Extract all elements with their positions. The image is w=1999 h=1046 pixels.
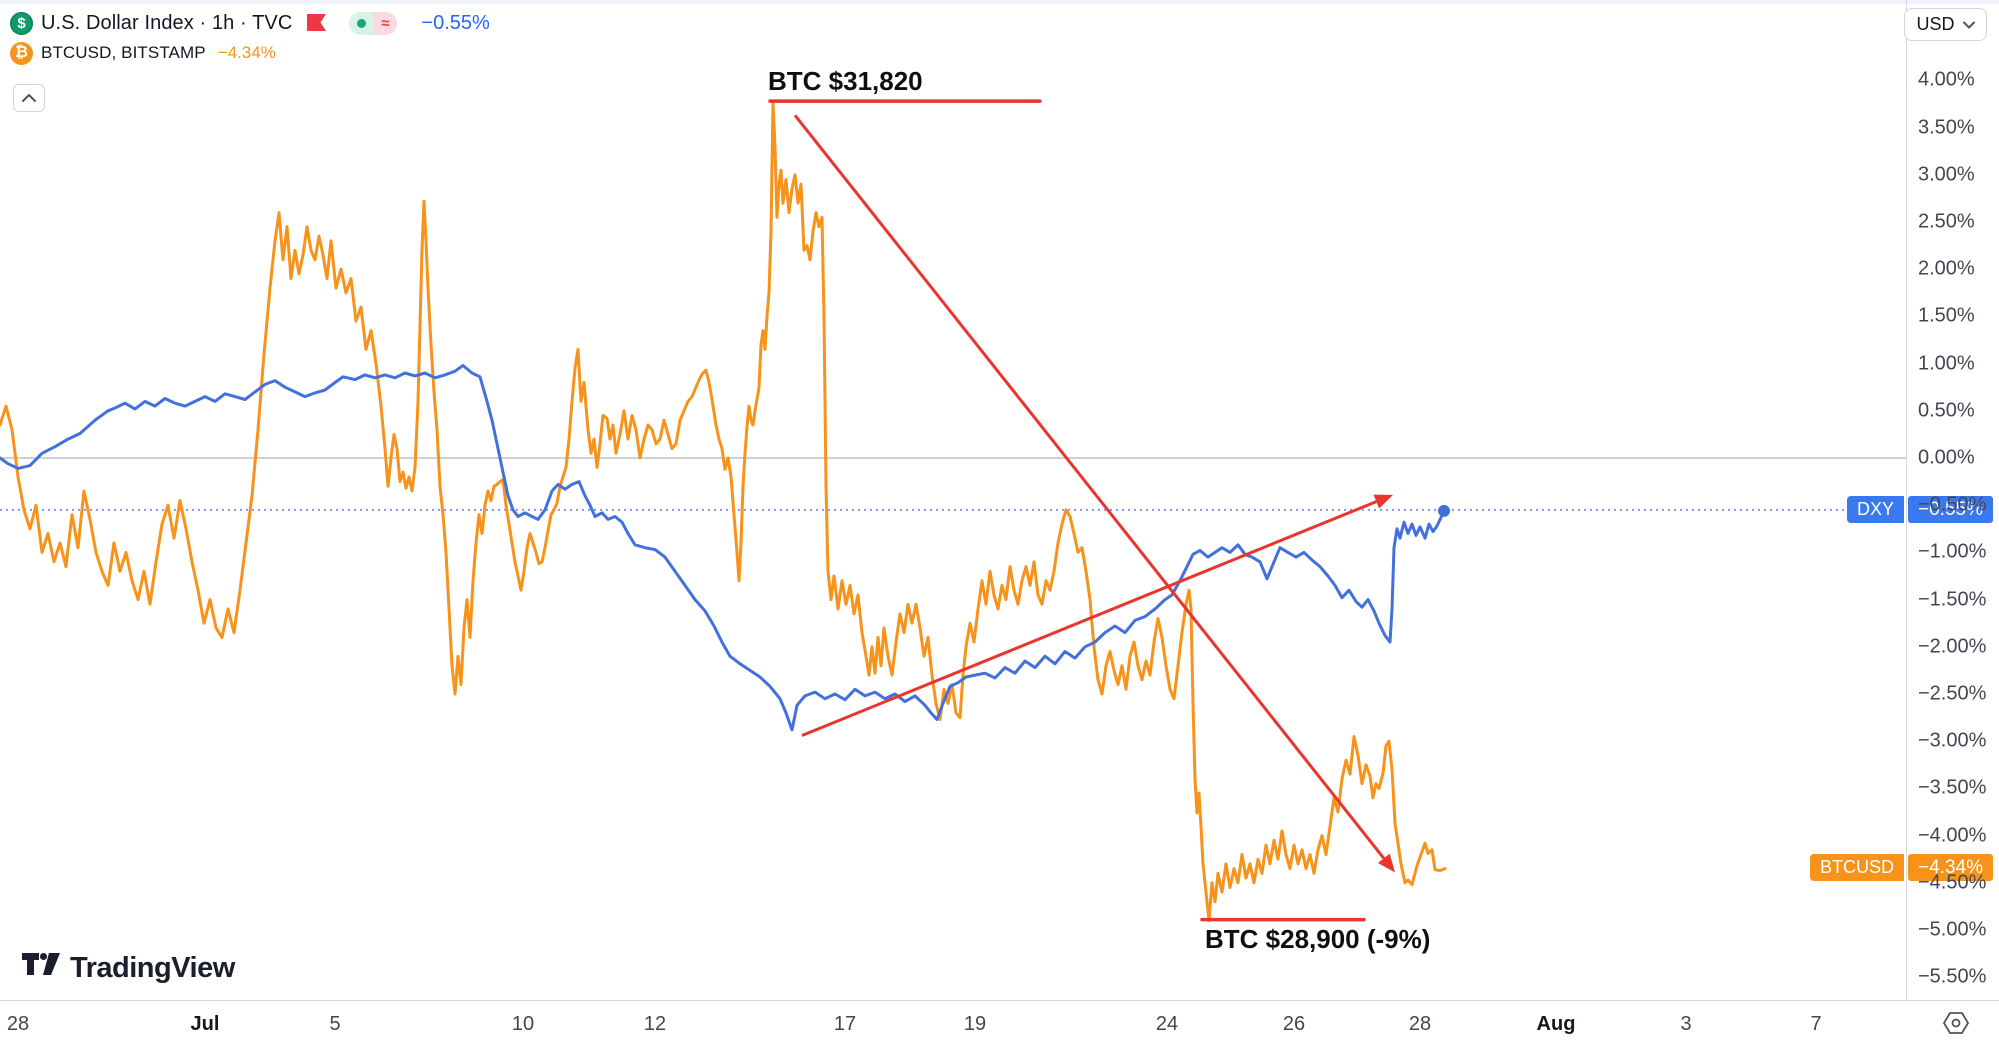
y-axis-label: −4.00%	[1918, 824, 1987, 847]
btcusd-badge-label: BTCUSD	[1809, 854, 1904, 882]
symbol-title[interactable]: U.S. Dollar Index · 1h · TVC	[41, 11, 293, 34]
y-axis-label: 4.00%	[1918, 68, 1975, 91]
annotation-text-1: BTC $28,900 (-9%)	[1205, 924, 1431, 954]
y-axis-label: 0.00%	[1918, 446, 1975, 469]
x-axis-label: 26	[1282, 1013, 1306, 1035]
x-axis-label: 28	[1408, 1013, 1432, 1035]
y-axis-label: −0.50%	[1918, 493, 1987, 516]
y-axis-label: −2.00%	[1918, 635, 1987, 658]
dxy-badge-label: DXY	[1846, 496, 1904, 524]
scale-settings-icon[interactable]	[1942, 1009, 1970, 1037]
x-axis-label: 19	[963, 1013, 987, 1035]
x-axis-label: 5	[329, 1013, 341, 1035]
annotation-arrowhead-0	[1377, 853, 1395, 873]
tradingview-wordmark: TradingView	[70, 952, 235, 984]
btc-change-percent: −4.34%	[217, 43, 276, 62]
btcusd-badge-value: −4.34%	[1908, 854, 1993, 882]
x-axis-label: Jul	[190, 1013, 220, 1035]
approx-price-icon: ≈	[373, 11, 398, 35]
collapse-legend-button[interactable]	[13, 84, 45, 112]
x-axis-label: 10	[511, 1013, 535, 1035]
y-axis-label: −5.00%	[1918, 918, 1987, 941]
time-axis[interactable]: 28 Jul 5 10 12 17 19 24 26 28 Aug 3 7	[0, 1000, 1999, 1046]
y-axis-label: 2.50%	[1918, 210, 1975, 233]
y-axis-label: −4.50%	[1918, 871, 1987, 894]
y-axis-label: −3.50%	[1918, 776, 1987, 799]
y-axis-label: −3.00%	[1918, 729, 1987, 752]
y-axis-label: 3.50%	[1918, 116, 1975, 139]
x-axis-label: 3	[1680, 1013, 1692, 1035]
tradingview-mark-icon	[22, 952, 60, 975]
y-axis-label: −2.50%	[1918, 682, 1987, 705]
chevron-up-icon	[22, 94, 36, 102]
market-status-pill[interactable]: ≈	[349, 11, 398, 35]
x-axis-label: 17	[833, 1013, 857, 1035]
dollar-index-symbol-icon: $	[10, 11, 33, 35]
x-axis-label: 28	[6, 1013, 30, 1035]
price-axis-border	[1906, 0, 1907, 1046]
dxy-last-value-dot	[1438, 504, 1450, 517]
market-open-dot-icon	[349, 11, 374, 35]
top-edge-strip	[0, 0, 1999, 4]
legend-row-btcusd[interactable]: ₿ BTCUSD, BITSTAMP −4.34%	[10, 38, 490, 68]
price-axis[interactable]: 4.00% 3.50% 3.00% 2.50% 2.00% 1.50% 1.00% 0.50%…	[1907, 0, 1999, 1000]
annotation-text-0: BTC $31,820	[768, 66, 923, 96]
dxy-change-percent: −0.55%	[421, 11, 490, 34]
flag-icon[interactable]	[306, 13, 327, 33]
btcusd-series-line	[0, 101, 1447, 923]
annotation-arrow-line-1	[801, 500, 1377, 737]
dxy-badge-value: −0.55%	[1908, 496, 1993, 524]
legend: $ U.S. Dollar Index · 1h · TVC ≈ −0.55% …	[10, 8, 490, 68]
y-axis-label: 1.50%	[1918, 304, 1975, 327]
y-axis-label: −1.50%	[1918, 588, 1987, 611]
chevron-down-icon	[1962, 21, 1975, 28]
tradingview-logo[interactable]: TradingView	[22, 952, 235, 985]
dxy-series-line	[0, 364, 1446, 732]
y-axis-label: 1.00%	[1918, 352, 1975, 375]
y-axis-label: 3.00%	[1918, 163, 1975, 186]
compare-symbol-title[interactable]: BTCUSD, BITSTAMP	[41, 43, 206, 62]
currency-dropdown[interactable]: USD	[1904, 8, 1987, 41]
y-axis-label: −1.00%	[1918, 540, 1987, 563]
annotation-arrowhead-1	[1373, 494, 1393, 509]
y-axis-label: 0.50%	[1918, 399, 1975, 422]
annotation-arrow-line-0	[793, 114, 1385, 860]
y-axis-label: −5.50%	[1918, 965, 1987, 988]
bitcoin-symbol-icon: ₿	[10, 41, 33, 65]
legend-row-dxy[interactable]: $ U.S. Dollar Index · 1h · TVC ≈ −0.55%	[10, 8, 490, 38]
x-axis-label: 12	[643, 1013, 667, 1035]
currency-label: USD	[1916, 14, 1955, 34]
x-axis-label: 7	[1810, 1013, 1822, 1035]
x-axis-label: 24	[1155, 1013, 1179, 1035]
dxy-price-badge: DXY	[1846, 496, 1904, 524]
x-axis-label: Aug	[1536, 1013, 1576, 1035]
btcusd-price-badge: BTCUSD	[1809, 854, 1904, 882]
y-axis-label: 2.00%	[1918, 257, 1975, 280]
